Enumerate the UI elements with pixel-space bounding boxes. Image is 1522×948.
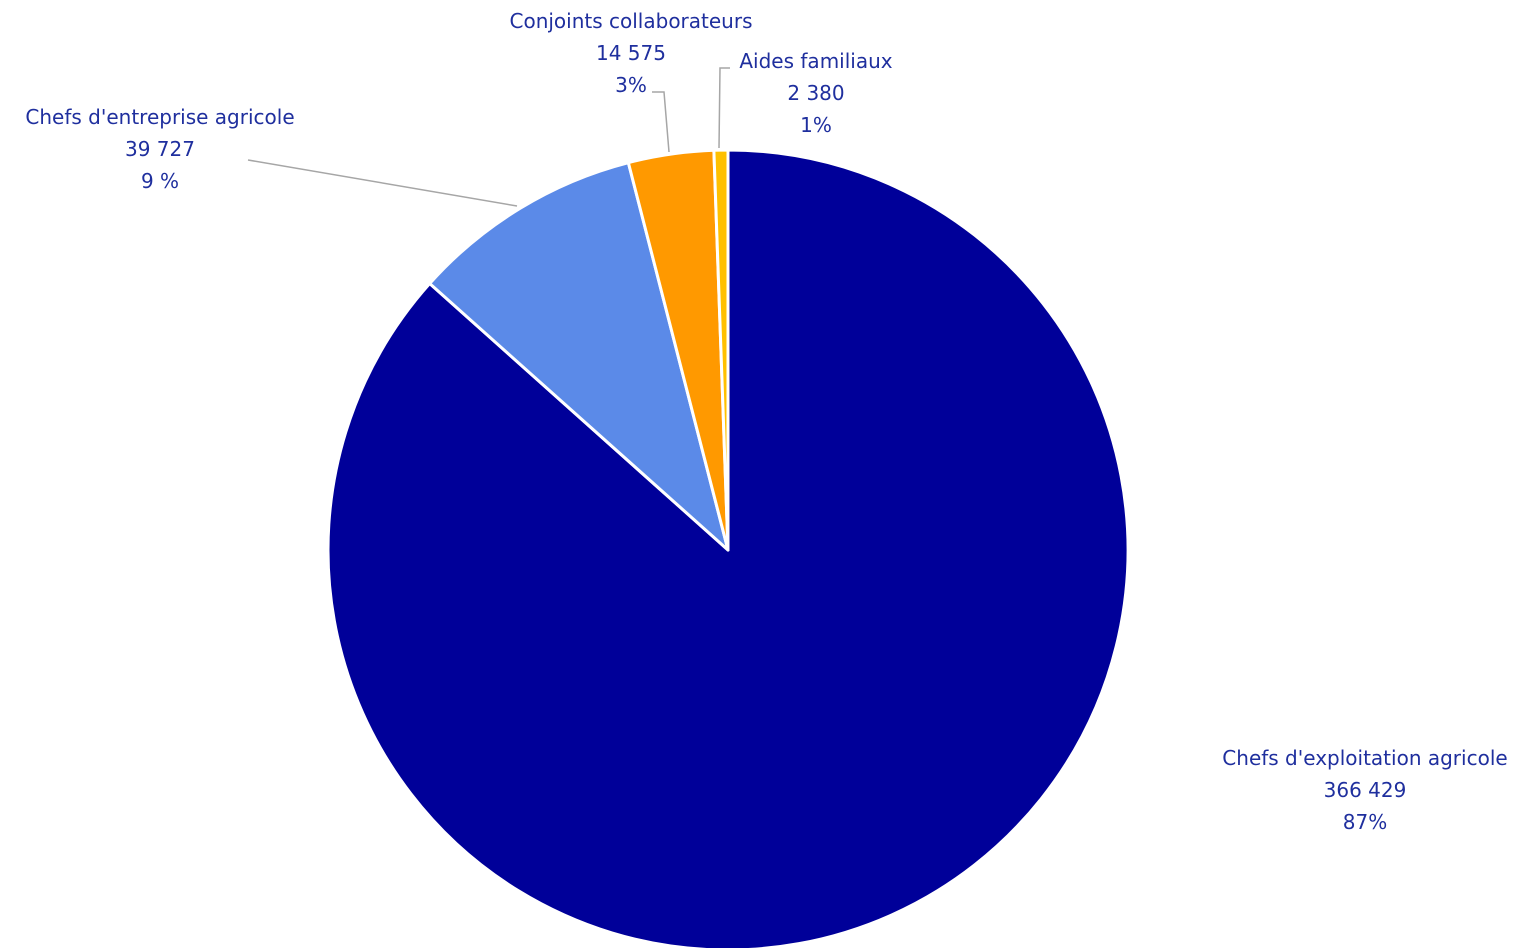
- data-label-name-chefs-d-entreprise-agricole: Chefs d'entreprise agricole: [25, 105, 294, 129]
- data-label-percent-aides-familiaux: 1%: [800, 113, 832, 137]
- pie-slice-chefs-d-entreprise-agricole: [428, 161, 730, 552]
- leader-lines: [247, 67, 730, 207]
- data-label-value-aides-familiaux: 2 380: [787, 81, 844, 105]
- data-label-value-chefs-d-entreprise-agricole: 39 727: [125, 137, 195, 161]
- data-label-name-aides-familiaux: Aides familiaux: [739, 49, 892, 73]
- data-label-value-conjoints-collaborateurs: 14 575: [596, 41, 666, 65]
- leader-line-aides-familiaux: [718, 67, 730, 149]
- data-label-name-conjoints-collaborateurs: Conjoints collaborateurs: [510, 9, 753, 33]
- data-label-name-chefs-d-exploitation-agricole: Chefs d'exploitation agricole: [1222, 746, 1507, 770]
- pie-slice-aides-familiaux: [712, 148, 730, 552]
- data-label-percent-chefs-d-exploitation-agricole: 87%: [1343, 810, 1387, 834]
- data-label-percent-conjoints-collaborateurs: 3%: [615, 73, 647, 97]
- pie-slices: [326, 148, 1130, 948]
- leader-line-conjoints-collaborateurs: [652, 91, 670, 153]
- data-label-percent-chefs-d-entreprise-agricole: 9 %: [141, 169, 179, 193]
- data-label-value-chefs-d-exploitation-agricole: 366 429: [1324, 778, 1407, 802]
- data-labels: Chefs d'exploitation agricole 366 429 87% C…: [25, 9, 1507, 834]
- leader-line-chefs-d-entreprise-agricole: [247, 159, 518, 207]
